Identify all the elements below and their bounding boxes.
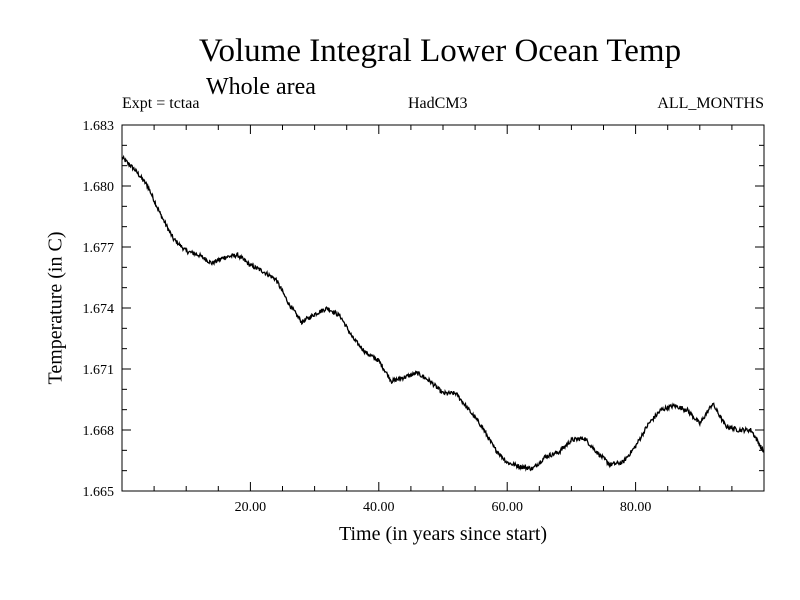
experiment-label: Expt = tctaa <box>122 95 200 112</box>
y-tick-label: 1.674 <box>83 302 115 317</box>
plot-frame <box>121 124 765 492</box>
axis-ticks <box>122 125 764 491</box>
axis-tick-labels: 20.00 40.00 60.00 80.00 1.665 1.668 1.671 1.674… <box>83 119 652 515</box>
y-tick-label: 1.668 <box>83 424 115 439</box>
y-tick-label: 1.680 <box>83 180 115 195</box>
y-tick-label: 1.677 <box>83 241 115 256</box>
x-tick-label: 40.00 <box>363 500 395 515</box>
months-label: ALL_MONTHS <box>657 95 764 112</box>
x-tick-label: 20.00 <box>235 500 267 515</box>
chart-subtitle: Whole area <box>206 74 316 100</box>
data-series <box>121 154 765 472</box>
x-tick-label: 60.00 <box>491 500 523 515</box>
series-line <box>121 154 765 472</box>
model-label: HadCM3 <box>408 95 468 112</box>
y-tick-label: 1.665 <box>83 485 115 500</box>
chart-title: Volume Integral Lower Ocean Temp <box>198 33 682 69</box>
x-axis-label: Time (in years since start) <box>338 523 548 545</box>
y-tick-label: 1.671 <box>83 363 115 378</box>
x-tick-label: 80.00 <box>620 500 652 515</box>
y-tick-label: 1.683 <box>83 119 115 134</box>
